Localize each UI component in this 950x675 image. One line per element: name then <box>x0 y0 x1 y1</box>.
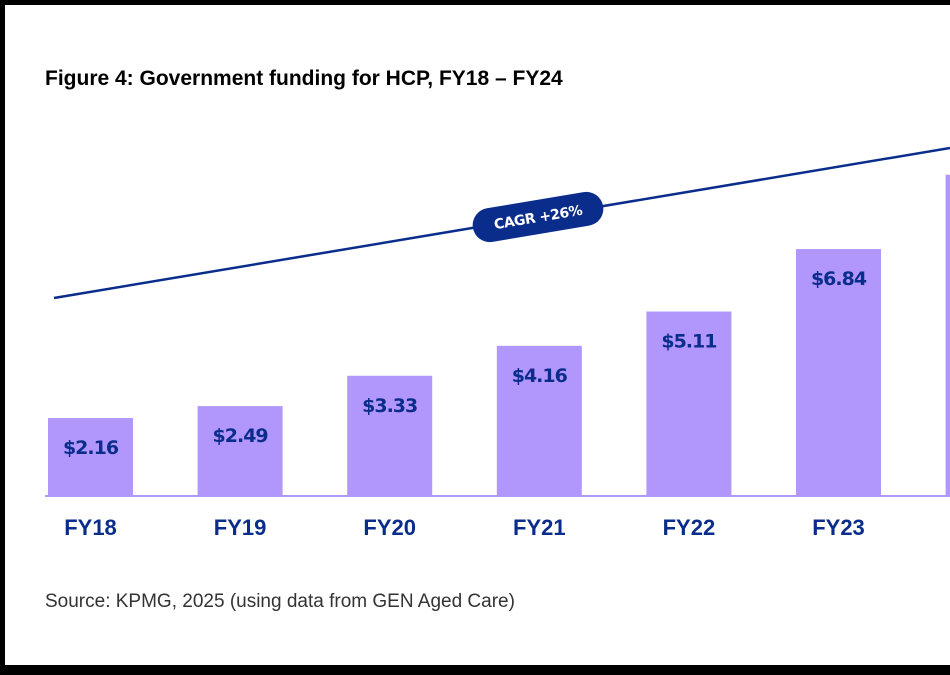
category-label-fy19: FY19 <box>214 515 267 540</box>
value-labels-group: $2.16 $2.49 $3.33 $4.16 $5.11 $6.84 <box>63 268 868 459</box>
bar-fy20 <box>347 375 433 496</box>
bar-fy18 <box>48 418 133 496</box>
value-label-fy23: $6.84 <box>811 268 867 290</box>
bar-fy22 <box>646 311 732 496</box>
bar-fy21 <box>496 345 582 496</box>
value-label-fy20: $3.33 <box>362 395 417 417</box>
bar-chart: $2.16 $2.49 $3.33 $4.16 $5.11 $6.84 FY18 FY19 F… <box>45 146 950 540</box>
bars-group <box>48 174 950 496</box>
category-label-fy18: FY18 <box>64 515 117 540</box>
chart-frame: Figure 4: Government funding for HCP, FY… <box>5 5 950 665</box>
cagr-pill <box>472 191 604 243</box>
value-label-fy21: $4.16 <box>512 365 568 387</box>
bar-fy19 <box>197 406 283 496</box>
category-label-fy22: FY22 <box>663 515 716 540</box>
value-label-fy19: $2.49 <box>213 425 268 447</box>
category-label-fy20: FY20 <box>363 515 416 540</box>
category-label-fy21: FY21 <box>513 515 566 540</box>
cagr-annotation: CAGR +26% <box>472 191 604 243</box>
category-labels-group: FY18FY19FY20FY21FY22FY23FY24 <box>64 515 865 540</box>
chart-title: Figure 4: Government funding for HCP, FY… <box>45 67 563 90</box>
source-note: Source: KPMG, 2025 (using data from GEN … <box>45 591 515 612</box>
category-label-fy23: FY23 <box>812 515 865 540</box>
bar-fy23 <box>796 249 881 496</box>
bar-fy24 <box>945 174 950 496</box>
value-label-fy22: $5.11 <box>661 331 716 353</box>
value-label-fy18: $2.16 <box>63 437 119 459</box>
